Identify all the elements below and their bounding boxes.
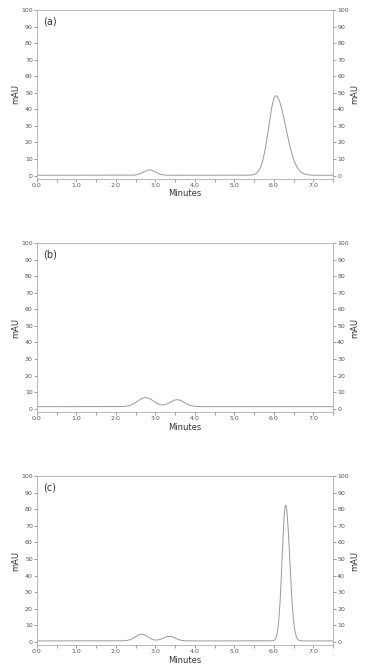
Text: (b): (b) — [43, 250, 57, 260]
Text: (c): (c) — [43, 483, 56, 493]
Y-axis label: mAU: mAU — [11, 84, 20, 104]
Y-axis label: mAU: mAU — [350, 551, 359, 571]
Y-axis label: mAU: mAU — [350, 84, 359, 104]
X-axis label: Minutes: Minutes — [168, 656, 202, 664]
Y-axis label: mAU: mAU — [11, 317, 20, 338]
Y-axis label: mAU: mAU — [350, 317, 359, 338]
X-axis label: Minutes: Minutes — [168, 190, 202, 198]
Y-axis label: mAU: mAU — [11, 551, 20, 571]
Text: (a): (a) — [43, 17, 57, 27]
X-axis label: Minutes: Minutes — [168, 422, 202, 432]
